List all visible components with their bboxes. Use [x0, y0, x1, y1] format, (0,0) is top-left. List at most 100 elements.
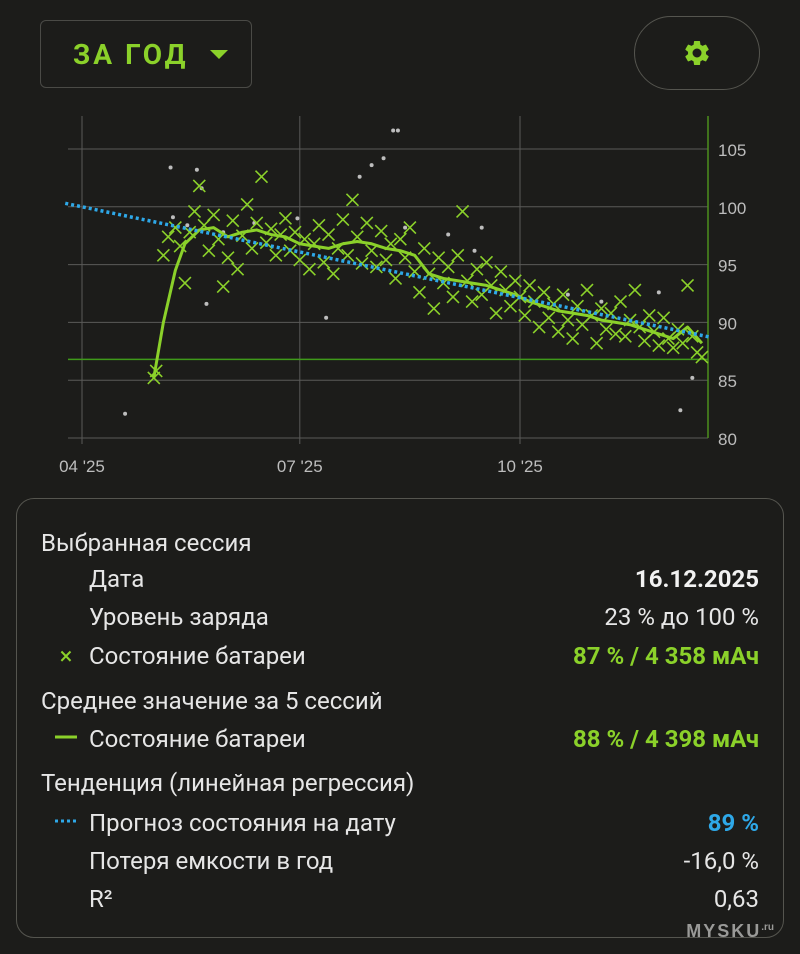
period-dropdown-button[interactable]: ЗА ГОД: [40, 20, 252, 88]
raw-data-point: [599, 299, 604, 304]
raw-data-point: [185, 223, 190, 228]
session-x-marker: [479, 255, 494, 269]
session-x-marker: [666, 341, 680, 355]
session-x-marker: [336, 212, 350, 227]
session-x-marker: [393, 232, 407, 246]
raw-data-point: [204, 301, 209, 306]
raw-data-point: [446, 232, 451, 237]
raw-data-point: [403, 225, 408, 230]
raw-data-point: [123, 411, 128, 416]
health-value: 87 % / 4 358 мАч: [572, 642, 759, 670]
health-label: Состояние батареи: [89, 642, 306, 670]
chart-labels: 80 85 90 95 100 105 04 '25 07 '25 10 '25: [59, 141, 746, 476]
session-x-marker: [427, 301, 441, 316]
session-x-marker: [317, 255, 331, 269]
forecast-label: Прогноз состояния на дату: [89, 809, 396, 837]
session-x-marker: [455, 204, 470, 218]
raw-data-point: [690, 375, 695, 380]
session-x-marker: [470, 262, 484, 276]
session-x-marker: [187, 204, 202, 218]
avg-health-value: 88 % / 4 398 мАч: [572, 725, 759, 753]
session-x-marker: [556, 288, 570, 302]
y-tick-label: 95: [718, 257, 737, 276]
capacity-loss-value: -16,0 %: [683, 847, 759, 875]
session-x-marker: [161, 230, 175, 244]
session-x-marker: [594, 301, 608, 316]
session-x-marker: [537, 285, 551, 299]
session-x-marker: [245, 241, 259, 255]
x-tick-label: 10 '25: [497, 457, 543, 476]
session-x-marker: [551, 325, 565, 339]
session-x-marker: [489, 306, 503, 320]
session-x-marker: [652, 338, 666, 353]
session-x-marker: [542, 311, 556, 325]
dotted-line-icon: [53, 809, 79, 843]
raw-data-point: [369, 163, 374, 168]
capacity-loss-label: Потеря емкости в год: [89, 847, 334, 875]
forecast-value: 89 %: [707, 809, 759, 837]
session-x-marker: [613, 295, 628, 309]
session-x-marker: [288, 225, 302, 239]
session-x-marker: [369, 260, 383, 274]
r2-value: 0,63: [713, 885, 759, 913]
session-x-marker: [147, 371, 161, 385]
settings-button[interactable]: [634, 16, 760, 90]
raw-data-point: [565, 292, 570, 297]
session-x-marker: [345, 193, 360, 207]
x-marker-icon: ×: [59, 642, 73, 670]
session-x-marker: [412, 285, 427, 299]
average-health-line: [152, 226, 704, 379]
raw-data-point: [170, 215, 175, 220]
session-x-marker: [254, 170, 269, 184]
y-tick-label: 85: [718, 372, 737, 391]
raw-data-point: [295, 216, 300, 221]
watermark-text: MYSKU: [686, 921, 762, 941]
session-x-marker: [523, 278, 537, 292]
x-tick-label: 04 '25: [59, 457, 105, 476]
charge-value: 23 % до 100 %: [604, 603, 759, 631]
session-x-marker: [374, 224, 388, 238]
y-tick-label: 80: [718, 430, 737, 449]
session-x-marker: [417, 241, 431, 255]
session-x-marker: [216, 279, 230, 294]
raw-data-point: [656, 290, 661, 295]
raw-data-point: [324, 315, 329, 320]
session-x-marker: [274, 227, 288, 242]
session-x-marker: [460, 274, 474, 288]
session-x-marker: [446, 290, 460, 304]
session-x-marker: [207, 208, 221, 222]
date-value: 16.12.2025: [634, 565, 759, 593]
raw-data-point: [381, 156, 386, 161]
session-x-marker: [518, 308, 532, 323]
session-x-marker: [441, 260, 455, 274]
raw-data-point: [194, 167, 199, 172]
session-x-marker: [599, 322, 613, 336]
session-x-marker: [566, 332, 580, 346]
session-x-marker: [657, 311, 671, 325]
session-x-marker: [192, 179, 206, 193]
gear-icon: [685, 40, 709, 65]
session-x-marker: [695, 350, 709, 364]
session-x-marker: [388, 271, 403, 286]
session-x-marker: [231, 262, 245, 276]
y-tick-label: 100: [718, 199, 746, 218]
session-details-panel: Выбранная сессия Дата 16.12.2025 Уровень…: [16, 498, 784, 938]
caret-down-icon: [210, 49, 229, 59]
raw-data-point: [479, 225, 484, 230]
raw-data-point: [391, 128, 396, 133]
watermark-suffix: .ru: [761, 922, 774, 933]
session-x-marker: [403, 221, 417, 235]
chart-data: [64, 128, 712, 416]
period-label: ЗА ГОД: [73, 37, 189, 71]
session-x-marker: [302, 262, 316, 276]
session-x-marker: [590, 336, 604, 350]
session-x-marker: [365, 244, 379, 258]
session-x-marker: [676, 336, 690, 350]
session-x-marker: [259, 236, 273, 250]
avg-health-label: Состояние батареи: [89, 725, 306, 753]
session-x-marker: [561, 313, 575, 327]
selected-session-title: Выбранная сессия: [41, 529, 252, 557]
session-x-marker: [570, 299, 585, 313]
session-x-marker: [680, 278, 695, 292]
session-x-marker: [202, 244, 216, 258]
